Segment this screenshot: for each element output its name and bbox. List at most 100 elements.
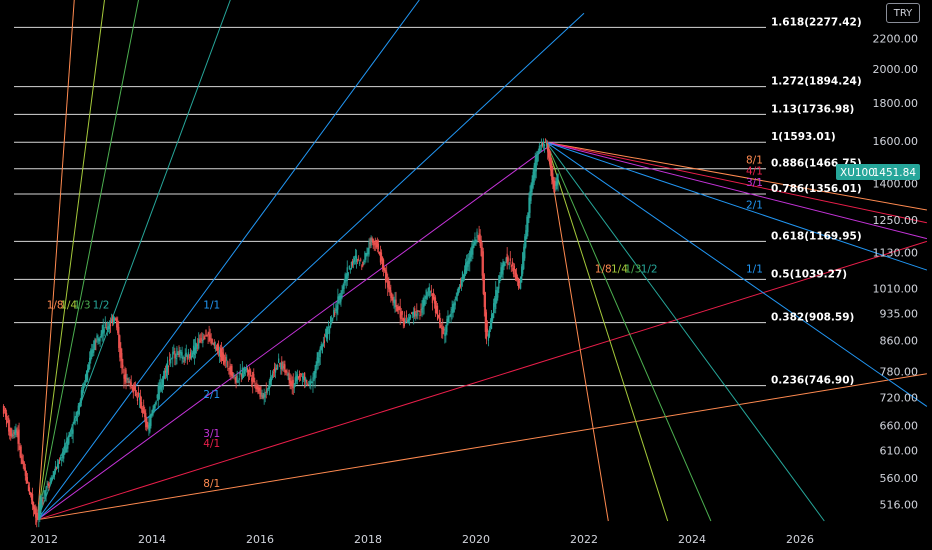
candle xyxy=(244,368,247,376)
candle xyxy=(553,176,555,193)
candle xyxy=(15,423,17,437)
candle xyxy=(508,261,510,270)
candle xyxy=(350,261,352,270)
candle xyxy=(56,459,59,469)
candle xyxy=(231,364,233,378)
candle xyxy=(177,351,179,355)
candle xyxy=(550,151,552,177)
candle xyxy=(427,287,429,297)
candle xyxy=(305,376,307,388)
candle xyxy=(458,284,460,293)
candle xyxy=(114,316,116,324)
candle xyxy=(512,262,514,278)
candle xyxy=(237,379,239,383)
candle xyxy=(127,377,129,386)
candle xyxy=(106,321,108,336)
candle xyxy=(346,260,348,286)
candle xyxy=(98,337,100,344)
gann-fan-lines xyxy=(37,0,928,522)
gann-down-line-6 xyxy=(545,142,712,522)
candle xyxy=(389,280,391,296)
candle xyxy=(496,286,498,304)
candle xyxy=(322,336,324,347)
candle xyxy=(365,253,367,263)
candle xyxy=(115,317,117,321)
fib-label-1: 0.382(908.59) xyxy=(771,312,854,324)
candle xyxy=(378,251,381,256)
candle xyxy=(185,344,187,358)
candle xyxy=(539,144,541,153)
candle xyxy=(471,242,473,262)
candle xyxy=(70,429,72,437)
candle xyxy=(342,283,344,295)
candle xyxy=(282,361,284,372)
candle xyxy=(200,333,202,344)
candle xyxy=(325,326,328,342)
candle xyxy=(182,355,184,363)
candle xyxy=(407,314,410,324)
candle xyxy=(116,316,118,331)
candle xyxy=(468,253,470,272)
candle xyxy=(249,366,251,381)
time-tick-4: 2020 xyxy=(462,533,490,546)
candle xyxy=(507,255,509,266)
candle xyxy=(251,375,253,388)
candle xyxy=(235,374,237,389)
candle xyxy=(542,138,545,150)
candle xyxy=(486,320,489,337)
candle xyxy=(187,348,189,360)
candle xyxy=(289,373,291,390)
candle xyxy=(287,372,289,380)
candle xyxy=(461,270,464,287)
candle xyxy=(434,295,437,317)
candle xyxy=(85,370,88,383)
price-tick-9: 1130.00 xyxy=(873,247,919,260)
candle xyxy=(557,173,559,192)
candle xyxy=(368,238,370,257)
candle xyxy=(445,324,447,343)
candle xyxy=(281,356,283,375)
candle xyxy=(267,385,269,392)
candle xyxy=(444,327,446,344)
candle xyxy=(126,373,128,383)
candle xyxy=(252,371,254,394)
candle xyxy=(141,396,143,413)
candle xyxy=(529,185,531,219)
candle xyxy=(521,264,523,283)
gann-down-line-8 xyxy=(545,142,609,522)
time-axis[interactable]: 2012 2014 2016 2018 2020 2022 2024 2026 xyxy=(30,533,814,546)
candle xyxy=(414,305,416,319)
gann-up-label-4: 1/1 xyxy=(203,299,220,311)
price-axis[interactable]: 516.00 560.00 610.00 660.00 720.00 780.00 860.… xyxy=(873,32,919,511)
gann-down-line-5 xyxy=(545,141,825,522)
candle xyxy=(216,343,219,355)
candle xyxy=(419,310,421,320)
candle xyxy=(446,315,448,336)
candle xyxy=(390,284,392,303)
gann-down-label-8: 1/8 xyxy=(595,263,612,275)
gann-down-line-7 xyxy=(545,142,669,522)
candle xyxy=(524,233,526,261)
candle xyxy=(76,410,78,425)
candle xyxy=(425,288,427,305)
gann-down-label-3: 2/1 xyxy=(746,199,763,211)
candle xyxy=(29,491,32,498)
currency-button[interactable]: TRY xyxy=(886,3,920,23)
candle xyxy=(147,421,149,430)
candle xyxy=(301,372,304,386)
gann-down-label-5: 1/2 xyxy=(641,263,658,275)
candle xyxy=(119,334,121,362)
candle xyxy=(379,245,382,266)
candle xyxy=(171,357,173,360)
candle xyxy=(438,314,440,319)
candle xyxy=(408,313,411,326)
candle xyxy=(548,144,550,162)
fib-retracement-lines xyxy=(14,26,766,387)
candle xyxy=(499,272,501,284)
candle xyxy=(455,292,457,302)
candle xyxy=(363,259,365,266)
candle xyxy=(243,366,246,377)
candle xyxy=(273,362,276,378)
